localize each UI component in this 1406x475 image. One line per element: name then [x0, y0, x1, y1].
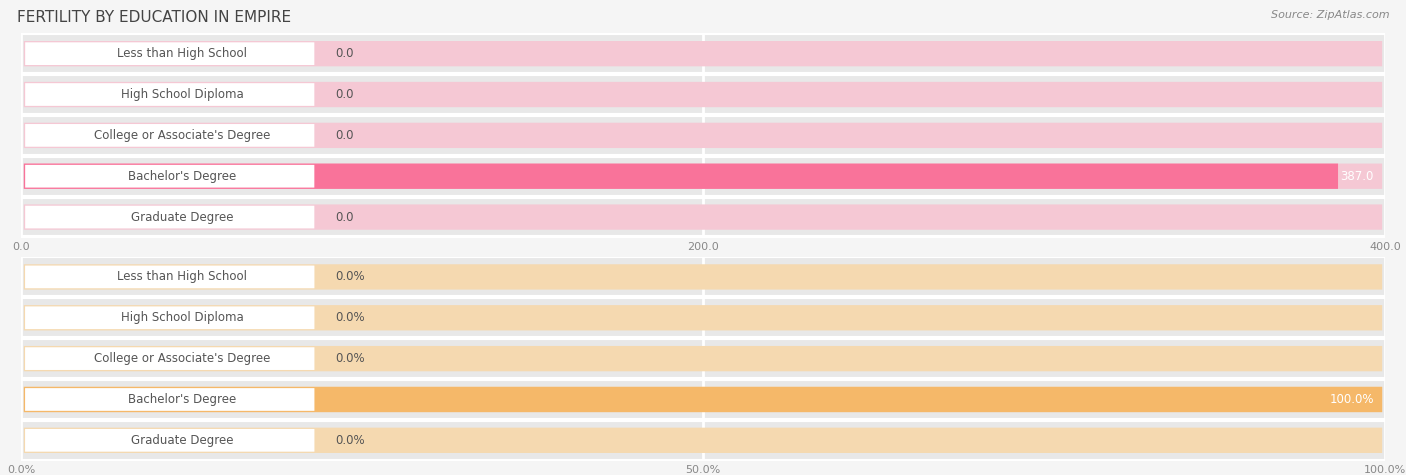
- Text: High School Diploma: High School Diploma: [121, 88, 243, 101]
- FancyBboxPatch shape: [25, 206, 315, 228]
- FancyBboxPatch shape: [24, 428, 1382, 453]
- Text: 100.0%: 100.0%: [1330, 393, 1374, 406]
- FancyBboxPatch shape: [24, 264, 1382, 290]
- FancyBboxPatch shape: [25, 165, 315, 188]
- FancyBboxPatch shape: [24, 387, 1382, 412]
- FancyBboxPatch shape: [21, 156, 1385, 197]
- FancyBboxPatch shape: [21, 338, 1385, 379]
- FancyBboxPatch shape: [25, 124, 315, 147]
- FancyBboxPatch shape: [24, 204, 1382, 230]
- Text: 0.0: 0.0: [335, 210, 353, 224]
- FancyBboxPatch shape: [24, 387, 1382, 412]
- FancyBboxPatch shape: [24, 163, 1382, 189]
- FancyBboxPatch shape: [21, 74, 1385, 115]
- Text: Less than High School: Less than High School: [117, 47, 247, 60]
- Text: High School Diploma: High School Diploma: [121, 311, 243, 324]
- FancyBboxPatch shape: [21, 297, 1385, 338]
- FancyBboxPatch shape: [24, 346, 1382, 371]
- Text: Source: ZipAtlas.com: Source: ZipAtlas.com: [1271, 10, 1389, 19]
- FancyBboxPatch shape: [25, 429, 315, 452]
- Text: Bachelor's Degree: Bachelor's Degree: [128, 170, 236, 183]
- FancyBboxPatch shape: [25, 266, 315, 288]
- FancyBboxPatch shape: [21, 197, 1385, 238]
- Text: College or Associate's Degree: College or Associate's Degree: [94, 352, 270, 365]
- FancyBboxPatch shape: [25, 388, 315, 411]
- FancyBboxPatch shape: [25, 83, 315, 106]
- FancyBboxPatch shape: [21, 256, 1385, 297]
- Text: 387.0: 387.0: [1341, 170, 1374, 183]
- FancyBboxPatch shape: [24, 123, 1382, 148]
- FancyBboxPatch shape: [21, 420, 1385, 461]
- Text: 0.0: 0.0: [335, 129, 353, 142]
- Text: Graduate Degree: Graduate Degree: [131, 210, 233, 224]
- Text: 0.0: 0.0: [335, 88, 353, 101]
- FancyBboxPatch shape: [24, 163, 1339, 189]
- FancyBboxPatch shape: [25, 306, 315, 329]
- Text: Bachelor's Degree: Bachelor's Degree: [128, 393, 236, 406]
- FancyBboxPatch shape: [24, 305, 1382, 331]
- Text: 0.0%: 0.0%: [335, 311, 364, 324]
- FancyBboxPatch shape: [21, 115, 1385, 156]
- FancyBboxPatch shape: [24, 41, 1382, 66]
- Text: 0.0%: 0.0%: [335, 270, 364, 284]
- Text: College or Associate's Degree: College or Associate's Degree: [94, 129, 270, 142]
- Text: 0.0%: 0.0%: [335, 434, 364, 447]
- Text: FERTILITY BY EDUCATION IN EMPIRE: FERTILITY BY EDUCATION IN EMPIRE: [17, 10, 291, 25]
- Text: Graduate Degree: Graduate Degree: [131, 434, 233, 447]
- FancyBboxPatch shape: [24, 82, 1382, 107]
- Text: 0.0: 0.0: [335, 47, 353, 60]
- FancyBboxPatch shape: [21, 33, 1385, 74]
- FancyBboxPatch shape: [25, 42, 315, 65]
- FancyBboxPatch shape: [25, 347, 315, 370]
- FancyBboxPatch shape: [21, 379, 1385, 420]
- Text: 0.0%: 0.0%: [335, 352, 364, 365]
- Text: Less than High School: Less than High School: [117, 270, 247, 284]
